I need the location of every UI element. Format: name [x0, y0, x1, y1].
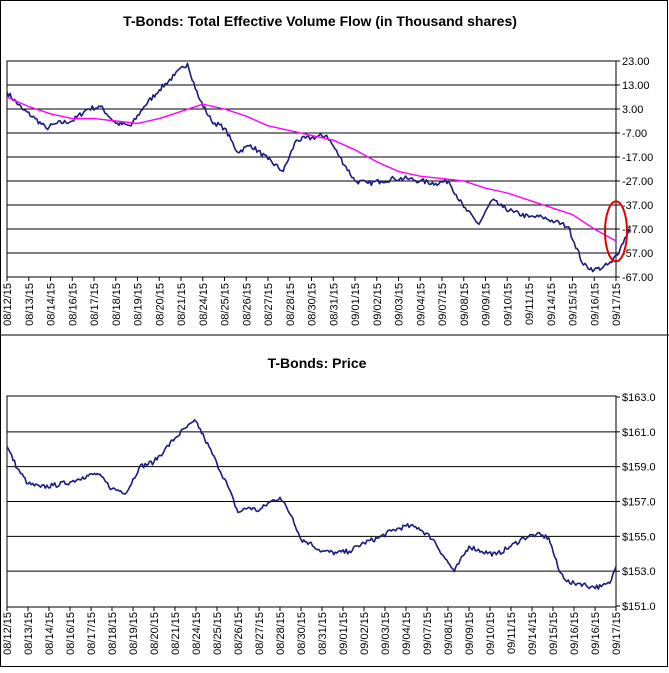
y-tick-label: 3.00 [622, 104, 643, 116]
x-tick-label: 08/14/15 [46, 283, 58, 326]
x-tick-label: 08/12/15 [2, 283, 14, 326]
x-tick-label: 09/01/15 [350, 283, 362, 326]
x-tick-label: 08/19/15 [128, 612, 140, 655]
x-tick-label: 09/15/15 [568, 283, 580, 326]
x-tick-label: 09/08/15 [443, 612, 455, 655]
grid-lines [6, 396, 620, 611]
y-tick-label: -17.00 [622, 152, 653, 164]
y-tick-label: $157.0 [622, 497, 656, 509]
x-tick-label: 09/14/15 [546, 283, 558, 326]
x-tick-label: 08/27/15 [263, 283, 275, 326]
x-tick-label: 08/31/15 [328, 283, 340, 326]
y-tick-label: -57.00 [622, 248, 653, 260]
x-tick-label: 09/16/15 [589, 283, 601, 326]
x-tick-label: 08/13/15 [23, 612, 35, 655]
x-tick-label: 09/07/15 [422, 612, 434, 655]
x-tick-label: 09/07/15 [437, 283, 449, 326]
x-tick-label: 08/26/15 [233, 612, 245, 655]
x-tick-label: 08/18/15 [111, 283, 123, 326]
y-tick-label: 13.00 [622, 80, 650, 92]
x-tick-label: 08/16/15 [67, 283, 79, 326]
x-tick-label: 08/12/15 [2, 612, 14, 655]
x-tick-label: 08/19/15 [133, 283, 145, 326]
y-axis-tick-labels: 23.00 13.00 3.00 -7.00 -17.00 -27.00 -37.00 -47… [622, 56, 653, 284]
price-chart: T-Bonds: Price $163.0$161.0$159.0$157.0$… [2, 355, 656, 655]
x-tick-label: 09/11/15 [524, 283, 536, 325]
x-tick-label: 08/21/15 [176, 283, 188, 326]
x-tick-label: 08/21/15 [170, 612, 182, 655]
y-tick-label: $163.0 [622, 392, 656, 404]
x-tick-label: 08/30/15 [307, 283, 319, 326]
x-tick-label: 08/27/15 [254, 612, 266, 655]
y-tick-label: $155.0 [622, 531, 656, 543]
x-tick-label: 09/14/15 [527, 612, 539, 655]
x-tick-label: 09/17/15 [611, 283, 623, 326]
x-tick-label: 09/16/15 [590, 612, 602, 655]
x-tick-label: 08/17/15 [89, 283, 101, 326]
annotation-group [604, 200, 628, 263]
x-tick-label: 09/03/15 [380, 612, 392, 655]
x-tick-label: 08/14/15 [44, 612, 56, 655]
x-tick-label: 09/02/15 [359, 612, 371, 655]
x-tick-label: 09/16/15 [569, 612, 581, 655]
price-line [6, 419, 617, 591]
x-tick-label: 09/08/15 [459, 283, 471, 326]
y-tick-label: 23.00 [622, 56, 650, 68]
x-tick-label: 09/03/15 [394, 283, 406, 326]
x-tick-label: 08/20/15 [149, 612, 161, 655]
y-tick-label: $153.0 [622, 566, 656, 578]
chart-title: T-Bonds: Price [268, 355, 367, 371]
plot-area [6, 60, 617, 278]
x-tick-label: 08/20/15 [154, 283, 166, 326]
x-tick-label: 08/26/15 [241, 283, 253, 326]
x-tick-label: 09/11/15 [506, 612, 518, 654]
x-tick-label: 08/24/15 [191, 612, 203, 655]
x-axis-tick-labels: 08/12/15 08/13/15 08/14/15 08/16/15 08/17/15… [2, 612, 623, 655]
x-tick-label: 08/25/15 [220, 283, 232, 326]
y-tick-label: -37.00 [622, 200, 653, 212]
x-tick-label: 09/10/15 [485, 612, 497, 655]
chart-title: T-Bonds: Total Effective Volume Flow (in… [123, 13, 517, 29]
y-tick-label: $159.0 [622, 462, 656, 474]
x-tick-label: 09/15/15 [548, 612, 560, 655]
x-tick-label: 08/30/15 [296, 612, 308, 655]
x-tick-label: 08/31/15 [317, 612, 329, 655]
x-tick-label: 09/09/15 [464, 612, 476, 655]
x-tick-label: 08/28/15 [275, 612, 287, 655]
x-tick-label: 09/09/15 [481, 283, 493, 326]
moving-average-line [6, 96, 617, 242]
x-tick-label: 08/25/15 [212, 612, 224, 655]
y-tick-label: $151.0 [622, 601, 656, 613]
x-axis-tick-labels: 08/12/15 08/13/15 08/14/15 08/16/15 08/17/15… [2, 283, 623, 326]
volume-flow-chart: T-Bonds: Total Effective Volume Flow (in… [2, 13, 653, 326]
x-tick-label: 09/04/15 [415, 283, 427, 326]
x-tick-label: 08/18/15 [107, 612, 119, 655]
x-tick-label: 09/04/15 [401, 612, 413, 655]
x-tick-label: 08/24/15 [198, 283, 210, 326]
series-group [6, 62, 630, 273]
grid-lines [6, 60, 620, 281]
x-tick-label: 08/13/15 [24, 283, 36, 326]
x-tick-label: 08/28/15 [285, 283, 297, 326]
y-axis-tick-labels: $163.0 $161.0 $159.0 $157.0 $155.0 $153.0 $151… [622, 392, 656, 613]
y-tick-label: -27.00 [622, 176, 653, 188]
x-tick-label: 08/16/15 [65, 612, 77, 655]
y-tick-label: -7.00 [622, 128, 647, 140]
x-tick-label: 09/02/15 [372, 283, 384, 326]
y-tick-label: -67.00 [622, 272, 653, 284]
x-tick-label: 09/01/15 [338, 612, 350, 655]
y-tick-label: -47.00 [622, 224, 653, 236]
volume-flow-line [6, 62, 630, 273]
x-tick-label: 09/17/15 [611, 612, 623, 655]
x-tick-label: 09/10/15 [502, 283, 514, 326]
x-tick-label: 08/17/15 [86, 612, 98, 655]
series-group [6, 419, 617, 591]
y-tick-label: $161.0 [622, 427, 656, 439]
highlight-ellipse [604, 200, 628, 263]
